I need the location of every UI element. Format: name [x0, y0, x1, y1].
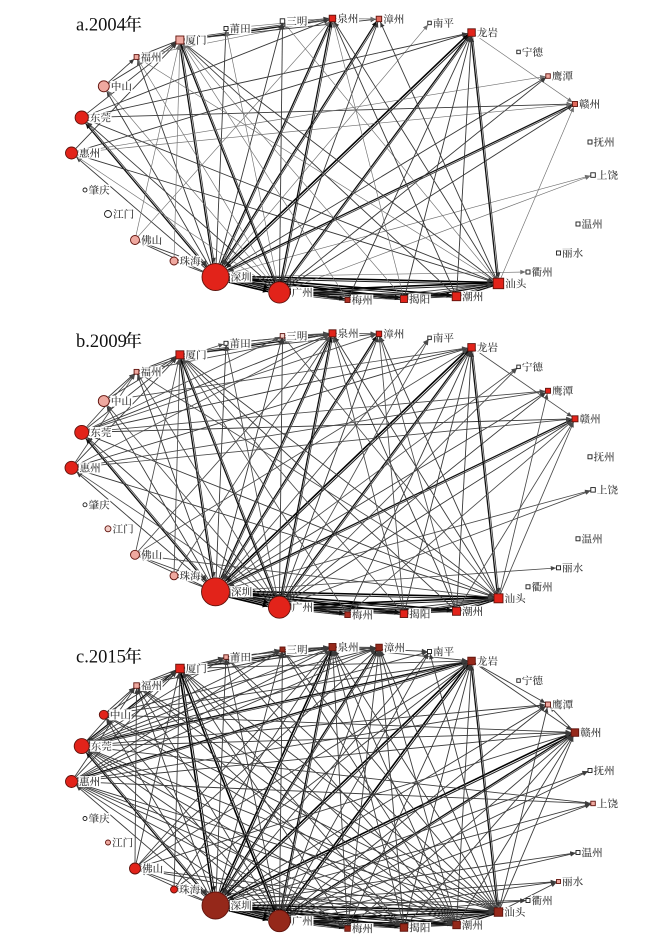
svg-text:b.2009: b.2009 — [76, 332, 127, 352]
svg-text:a.2004: a.2004 — [76, 16, 126, 36]
svg-text:c.2015: c.2015 — [76, 648, 126, 668]
